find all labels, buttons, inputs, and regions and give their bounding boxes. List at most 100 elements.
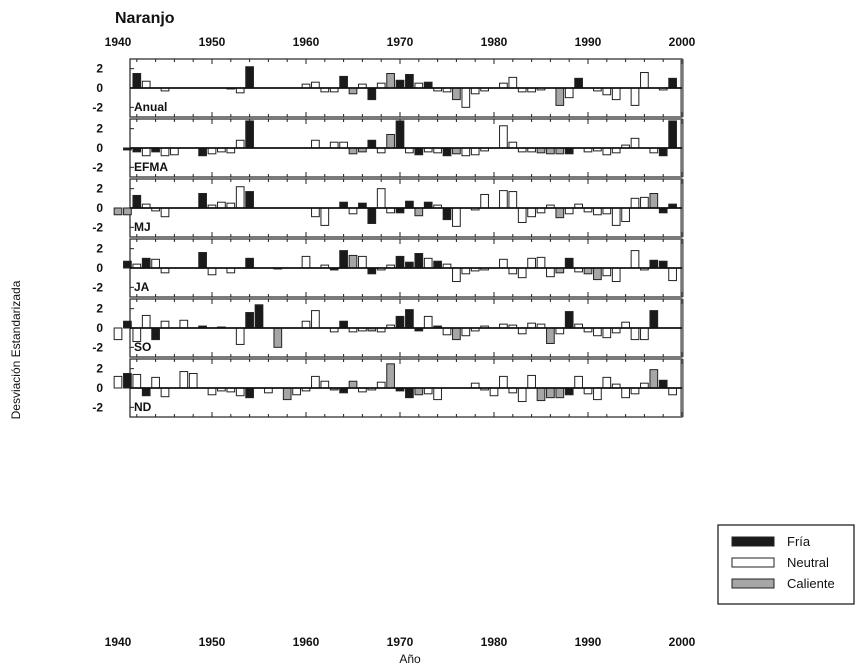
bar-so-1953 bbox=[235, 327, 245, 345]
bar-so-1964 bbox=[339, 320, 348, 329]
bar-nd-1998 bbox=[658, 379, 668, 389]
y-tick-label: 0 bbox=[96, 381, 103, 395]
bar-anual-1992 bbox=[602, 87, 612, 96]
bar-mj-1967 bbox=[367, 207, 377, 224]
bar-efma-1943 bbox=[141, 147, 151, 157]
bar-efma-1998 bbox=[658, 147, 668, 157]
x-tick-label-bottom: 1960 bbox=[293, 635, 320, 649]
y-axis-label: Desviación Estandarizada bbox=[9, 280, 23, 419]
bar-nd-1942 bbox=[132, 373, 142, 389]
x-tick-label-bottom: 1970 bbox=[387, 635, 414, 649]
bar-nd-1972 bbox=[414, 387, 424, 396]
bar-nd-1987 bbox=[555, 387, 565, 399]
panel-mj: 2 0 -2 MJ bbox=[92, 178, 684, 238]
bar-so-1957 bbox=[273, 327, 283, 348]
bar-nd-1959 bbox=[292, 387, 301, 396]
bar-mj-1995 bbox=[630, 197, 640, 209]
bar-nd-1999 bbox=[668, 387, 677, 396]
y-tick-label: -2 bbox=[92, 160, 103, 174]
bar-mj-1981 bbox=[499, 190, 508, 209]
bar-so-1996 bbox=[640, 327, 649, 341]
bar-nd-1991 bbox=[593, 387, 602, 401]
panel-label: JA bbox=[134, 280, 150, 294]
bar-mj-1996 bbox=[640, 196, 649, 209]
y-tick-label: 0 bbox=[96, 261, 103, 275]
bar-nd-1965 bbox=[348, 380, 358, 389]
x-tick-label-bottom: 1940 bbox=[105, 635, 132, 649]
bar-ja-1981 bbox=[499, 258, 508, 269]
bar-ja-1970 bbox=[395, 255, 405, 269]
y-tick-label: 0 bbox=[96, 141, 103, 155]
bar-ja-1992 bbox=[602, 267, 612, 277]
bar-mj-1991 bbox=[593, 207, 602, 216]
bar-mj-1940 bbox=[113, 207, 123, 216]
bar-so-1970 bbox=[395, 315, 405, 329]
panel-so: 2 0 -2 SO bbox=[92, 298, 684, 358]
bar-anual-1976 bbox=[452, 87, 461, 101]
panel-label: MJ bbox=[134, 220, 151, 234]
x-axis-label: Año bbox=[399, 652, 421, 666]
bar-ja-1972 bbox=[414, 253, 424, 269]
bar-anual-1971 bbox=[405, 73, 414, 89]
bar-ja-1998 bbox=[658, 260, 668, 269]
bar-nd-1962 bbox=[320, 380, 330, 389]
bar-anual-1996 bbox=[640, 72, 649, 89]
bar-ja-1950 bbox=[207, 267, 217, 276]
bar-ja-1960 bbox=[301, 255, 311, 269]
bar-so-1988 bbox=[564, 311, 574, 329]
bar-efma-1953 bbox=[235, 139, 245, 149]
bar-so-1973 bbox=[423, 315, 433, 329]
bar-ja-1986 bbox=[546, 267, 555, 278]
bar-mj-1987 bbox=[555, 207, 565, 219]
bar-anual-1999 bbox=[668, 77, 677, 89]
x-tick-label-top: 1960 bbox=[293, 35, 320, 49]
bar-mj-1968 bbox=[376, 188, 386, 209]
x-tick-label-bottom: 2000 bbox=[669, 635, 696, 649]
bar-so-1940 bbox=[113, 327, 123, 341]
y-tick-label: 2 bbox=[96, 302, 103, 316]
bar-mj-1976 bbox=[452, 207, 461, 227]
bar-so-1945 bbox=[160, 320, 170, 329]
y-tick-label: 0 bbox=[96, 201, 103, 215]
chart-title: Naranjo bbox=[115, 10, 175, 27]
bar-anual-1989 bbox=[574, 77, 583, 89]
bar-nd-1953 bbox=[235, 387, 245, 397]
x-tick-label-top: 1980 bbox=[481, 35, 508, 49]
bar-ja-1993 bbox=[611, 267, 621, 283]
bar-nd-1954 bbox=[245, 387, 254, 399]
x-tick-label-top: 1950 bbox=[199, 35, 226, 49]
bar-so-1991 bbox=[593, 327, 602, 337]
bar-ja-1991 bbox=[593, 267, 602, 281]
bar-anual-1987 bbox=[555, 87, 565, 106]
bar-nd-1985 bbox=[536, 387, 546, 402]
panel-label: SO bbox=[134, 340, 151, 354]
bar-efma-1970 bbox=[395, 120, 405, 149]
bar-nd-1986 bbox=[546, 387, 555, 399]
bar-ja-1999 bbox=[668, 267, 677, 282]
bar-anual-1967 bbox=[367, 87, 377, 101]
bar-efma-1949 bbox=[198, 147, 207, 157]
bar-mj-1954 bbox=[245, 191, 254, 209]
bar-nd-1961 bbox=[311, 375, 320, 389]
bar-efma-1978 bbox=[470, 147, 480, 156]
bar-mj-1984 bbox=[527, 207, 536, 218]
bar-nd-1943 bbox=[141, 387, 151, 397]
bar-ja-1941 bbox=[123, 260, 132, 269]
bar-efma-1954 bbox=[245, 120, 254, 149]
bar-mj-1941 bbox=[123, 207, 132, 216]
bar-mj-1982 bbox=[508, 191, 518, 209]
bar-nd-1950 bbox=[207, 387, 217, 396]
bar-so-1955 bbox=[254, 304, 264, 329]
bar-efma-1945 bbox=[160, 147, 170, 157]
bar-anual-1977 bbox=[461, 87, 471, 108]
bar-mj-1961 bbox=[311, 207, 320, 218]
bar-mj-1993 bbox=[611, 207, 621, 226]
bar-so-1986 bbox=[546, 327, 555, 344]
bar-nd-1988 bbox=[564, 387, 574, 396]
bar-efma-1995 bbox=[630, 137, 640, 149]
bar-nd-1944 bbox=[151, 376, 160, 389]
bar-mj-1962 bbox=[320, 207, 330, 226]
panels: 2 0 -2 Anual 2 0 -2 EFMA 2 0 -2 MJ 2 0 -2 JA 2 0 -2 SO 2 0 -2 N… bbox=[92, 58, 684, 418]
bar-anual-1993 bbox=[611, 87, 621, 101]
